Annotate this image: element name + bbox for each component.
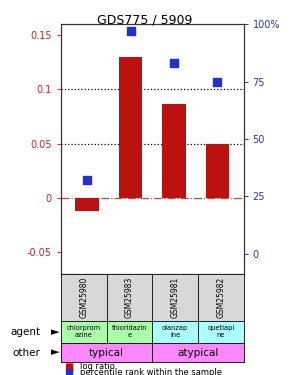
Text: percentile rank within the sample: percentile rank within the sample: [80, 368, 222, 375]
Text: other: other: [13, 348, 41, 357]
Bar: [162, 104, 186, 198]
Text: GSM25980: GSM25980: [79, 276, 88, 318]
Text: GDS775 / 5909: GDS775 / 5909: [97, 13, 193, 26]
Text: quetiapi
ne: quetiapi ne: [207, 326, 234, 338]
Text: ►: ►: [51, 348, 59, 357]
Text: log ratio: log ratio: [80, 362, 115, 371]
Bar: [206, 144, 229, 198]
Text: ■: ■: [64, 362, 73, 372]
Text: chlorprom
azine: chlorprom azine: [67, 326, 101, 338]
Text: GSM25983: GSM25983: [125, 276, 134, 318]
Text: typical: typical: [89, 348, 124, 357]
Text: GSM25981: GSM25981: [171, 277, 180, 318]
Text: agent: agent: [10, 327, 41, 337]
Point: [172, 60, 176, 66]
Point: [85, 177, 89, 183]
Point: [128, 28, 133, 34]
Bar: [119, 57, 142, 198]
Text: ►: ►: [51, 327, 59, 337]
Text: atypical: atypical: [177, 348, 219, 357]
Text: olanzap
ine: olanzap ine: [162, 326, 188, 338]
Point: [215, 79, 220, 85]
Text: GSM25982: GSM25982: [216, 277, 225, 318]
Text: ■: ■: [64, 368, 73, 375]
Bar: [75, 198, 99, 211]
Text: thioridazin
e: thioridazin e: [112, 326, 147, 338]
